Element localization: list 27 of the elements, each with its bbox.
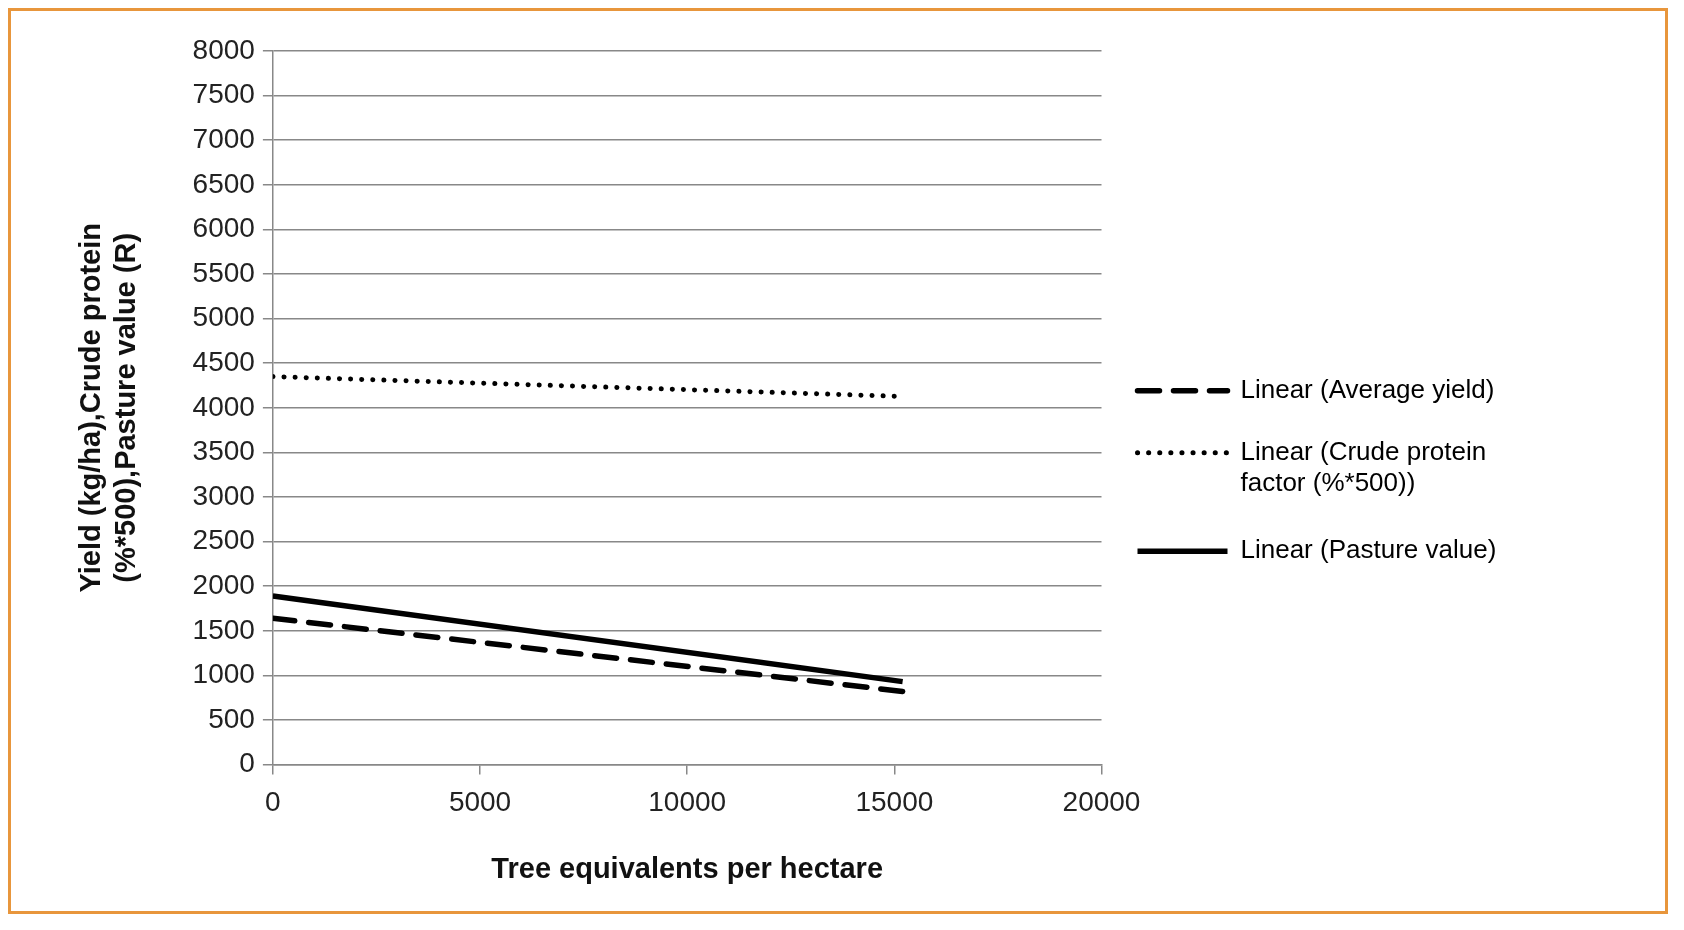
y-tick-label: 0 bbox=[239, 747, 255, 779]
y-tick-label: 2000 bbox=[192, 568, 255, 600]
x-tick-label: 15000 bbox=[855, 786, 934, 818]
x-tick-label: 5000 bbox=[448, 786, 512, 818]
legend-label: Linear (Average yield) bbox=[1240, 373, 1495, 404]
y-tick-label: 1500 bbox=[192, 613, 255, 645]
x-axis-title: Tree equivalents per hectare bbox=[491, 851, 884, 884]
y-tick-label: 3500 bbox=[192, 435, 255, 467]
x-tick-label: 10000 bbox=[648, 786, 727, 818]
y-tick-label: 500 bbox=[208, 702, 255, 734]
y-tick-label: 5500 bbox=[192, 256, 255, 288]
y-axis-title: Yield (kg/ha),Crude protein (%*500),Pasture value (R) bbox=[74, 223, 142, 593]
legend-label: Linear (Pasture value) bbox=[1240, 534, 1497, 565]
y-tick-label: 8000 bbox=[192, 33, 255, 65]
y-tick-label: 4500 bbox=[192, 345, 255, 377]
y-tick-label: 3000 bbox=[192, 479, 255, 511]
y-tick-label: 7000 bbox=[192, 122, 255, 154]
legend-label: Linear (Crude protein factor (%*500)) bbox=[1240, 435, 1487, 498]
x-tick-label: 20000 bbox=[1062, 786, 1141, 818]
y-tick-label: 1000 bbox=[192, 658, 255, 690]
y-tick-label: 6000 bbox=[192, 212, 255, 244]
y-tick-label: 4000 bbox=[192, 390, 255, 422]
y-tick-label: 5000 bbox=[192, 301, 255, 333]
y-tick-label: 6500 bbox=[192, 167, 255, 199]
x-tick-label: 0 bbox=[265, 786, 281, 818]
y-tick-label: 7500 bbox=[192, 78, 255, 110]
y-tick-label: 2500 bbox=[192, 524, 255, 556]
